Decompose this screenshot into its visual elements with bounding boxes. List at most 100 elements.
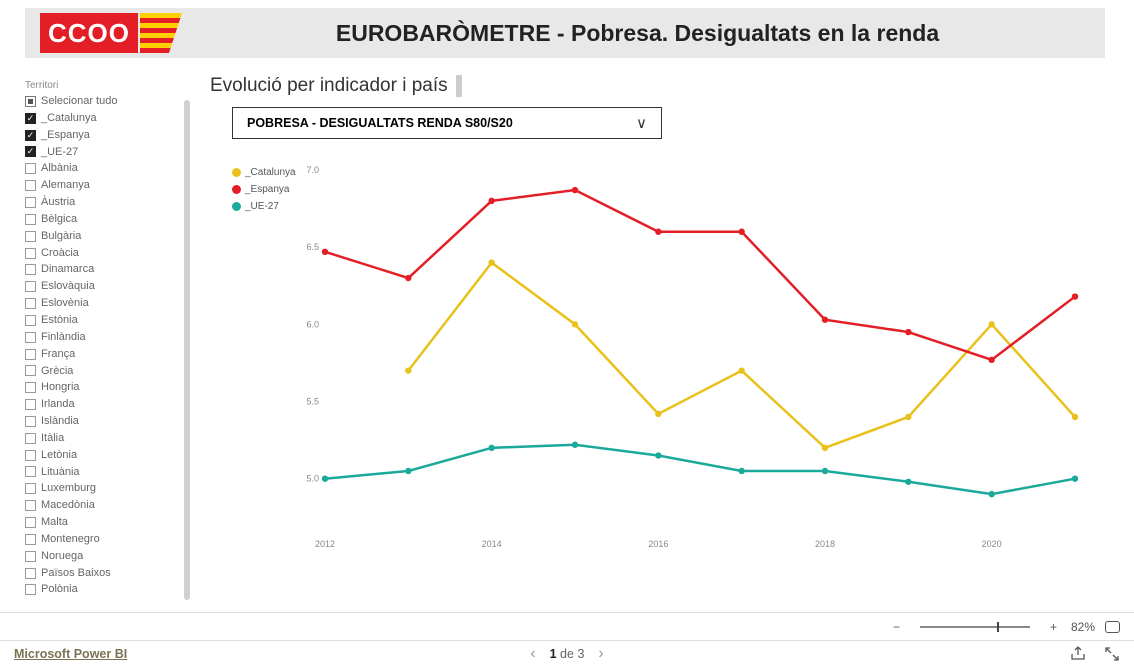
checkbox-icon [25, 214, 36, 225]
territory-item-label: Malta [41, 515, 68, 530]
territory-item-label: Bèlgica [41, 212, 77, 227]
report-area: CCOO EUROBARÒMETRE - Pobresa. Desigualta… [0, 0, 1134, 612]
territory-item[interactable]: Finlàndia [25, 329, 190, 346]
territory-item[interactable]: Polònia [25, 581, 190, 598]
territory-item-label: Letònia [41, 448, 77, 463]
chart-pane-title-text: Evolució per indicador i país [210, 75, 448, 97]
territory-item[interactable]: Montenegro [25, 531, 190, 548]
territory-item[interactable]: Bèlgica [25, 211, 190, 228]
territory-item[interactable]: Malta [25, 514, 190, 531]
checkbox-icon [25, 130, 36, 141]
territory-item[interactable]: Països Baixos [25, 565, 190, 582]
page-indicator: 1 de 3 [550, 647, 585, 661]
legend-label: _UE-27 [245, 201, 279, 212]
territory-item[interactable]: _Espanya [25, 127, 190, 144]
territory-item-label: Grècia [41, 364, 73, 379]
territory-item-label: Països Baixos [41, 566, 111, 581]
next-page-button[interactable]: › [598, 645, 603, 663]
legend-item[interactable]: _Catalunya [232, 167, 296, 178]
territory-item[interactable]: Eslovènia [25, 295, 190, 312]
page-current: 1 [550, 647, 557, 661]
territory-item[interactable]: Luxemburg [25, 480, 190, 497]
checkbox-icon [25, 264, 36, 275]
svg-text:6.0: 6.0 [306, 319, 319, 329]
checkbox-icon [25, 180, 36, 191]
checkbox-icon [25, 466, 36, 477]
territory-item-label: Islàndia [41, 414, 79, 429]
zoom-out-button[interactable]: − [889, 620, 904, 634]
checkbox-icon [25, 231, 36, 242]
zoom-in-button[interactable]: + [1046, 620, 1061, 634]
territory-item-label: Montenegro [41, 532, 100, 547]
territory-item-label: _Catalunya [41, 111, 97, 126]
svg-text:2018: 2018 [815, 539, 835, 549]
checkbox-icon [25, 146, 36, 157]
fullscreen-icon[interactable] [1104, 646, 1120, 662]
checkbox-icon [25, 584, 36, 595]
territory-item[interactable]: Portugal [25, 598, 190, 600]
territory-item[interactable]: Àustria [25, 194, 190, 211]
territory-item-label: Luxemburg [41, 481, 96, 496]
territory-item[interactable]: Noruega [25, 548, 190, 565]
territory-item[interactable]: Estònia [25, 312, 190, 329]
ccoo-logo: CCOO [40, 13, 210, 53]
legend-item[interactable]: _Espanya [232, 184, 296, 195]
territory-item-label: Macedònia [41, 498, 95, 513]
territory-item[interactable]: Dinamarca [25, 261, 190, 278]
checkbox-icon [25, 332, 36, 343]
legend-dot-icon [232, 185, 241, 194]
svg-text:6.5: 6.5 [306, 242, 319, 252]
territory-item-label: Polònia [41, 582, 78, 597]
checkbox-icon [25, 248, 36, 259]
zoom-slider[interactable] [920, 626, 1030, 628]
territory-item-label: Croàcia [41, 246, 79, 261]
territory-item[interactable]: Eslovàquia [25, 278, 190, 295]
territory-item[interactable]: França [25, 346, 190, 363]
territory-item[interactable]: _UE-27 [25, 144, 190, 161]
indicator-selected-label: POBRESA - DESIGUALTATS RENDA S80/S20 [247, 116, 513, 130]
territory-item[interactable]: Grècia [25, 363, 190, 380]
prev-page-button[interactable]: ‹ [530, 645, 535, 663]
territory-item[interactable]: Alemanya [25, 177, 190, 194]
page-navigator: ‹ 1 de 3 › [530, 645, 603, 663]
territory-item[interactable]: Croàcia [25, 245, 190, 262]
territory-item-label: _UE-27 [41, 145, 78, 160]
territory-item[interactable]: Selecionar tudo [25, 93, 190, 110]
territory-item[interactable]: Bulgària [25, 228, 190, 245]
territory-item-label: Irlanda [41, 397, 75, 412]
powerbi-brand-link[interactable]: Microsoft Power BI [14, 647, 127, 661]
territory-item[interactable]: Letònia [25, 447, 190, 464]
territory-item[interactable]: Lituània [25, 464, 190, 481]
territory-item[interactable]: Albània [25, 160, 190, 177]
checkbox-icon [25, 568, 36, 579]
ccoo-logo-stripes-icon [140, 13, 182, 53]
territory-item-label: Hongria [41, 380, 80, 395]
territory-item-label: Portugal [41, 599, 82, 600]
checkbox-icon [25, 500, 36, 511]
chevron-down-icon: ∨ [636, 114, 647, 132]
zoom-toolbar: − + 82% [0, 612, 1134, 641]
checkbox-icon [25, 96, 36, 107]
checkbox-icon [25, 399, 36, 410]
territory-item[interactable]: Itàlia [25, 430, 190, 447]
territory-item-label: Finlàndia [41, 330, 86, 345]
svg-text:2012: 2012 [315, 539, 335, 549]
header-band: CCOO EUROBARÒMETRE - Pobresa. Desigualta… [25, 8, 1105, 58]
line-chart[interactable]: 5.05.56.06.57.020122014201620182020 [305, 165, 1085, 565]
chart-pane-title: Evolució per indicador i país [210, 75, 1105, 97]
checkbox-icon [25, 517, 36, 528]
territory-item[interactable]: Macedònia [25, 497, 190, 514]
territory-item[interactable]: Hongria [25, 379, 190, 396]
share-icon[interactable] [1070, 646, 1086, 662]
fit-to-page-button[interactable] [1105, 621, 1120, 633]
territory-item[interactable]: _Catalunya [25, 110, 190, 127]
territory-item[interactable]: Islàndia [25, 413, 190, 430]
footer: Microsoft Power BI ‹ 1 de 3 › [0, 640, 1134, 667]
page-total: 3 [577, 647, 584, 661]
territory-item[interactable]: Irlanda [25, 396, 190, 413]
indicator-dropdown[interactable]: POBRESA - DESIGUALTATS RENDA S80/S20 ∨ [232, 107, 662, 139]
checkbox-icon [25, 281, 36, 292]
svg-text:2020: 2020 [982, 539, 1002, 549]
territory-item-label: Noruega [41, 549, 83, 564]
legend-item[interactable]: _UE-27 [232, 201, 296, 212]
